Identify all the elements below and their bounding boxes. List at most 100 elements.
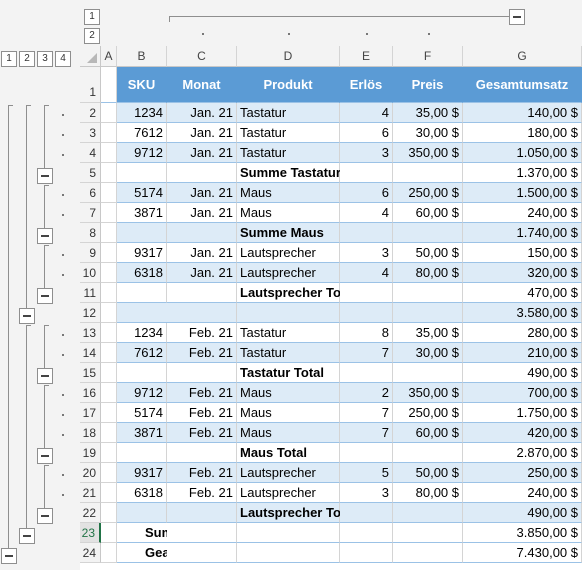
cell-produkt[interactable]: Maus [237, 183, 340, 203]
cell-a[interactable] [101, 323, 117, 343]
cell-produkt[interactable]: Lautsprecher [237, 243, 340, 263]
cell-subtotal-label[interactable]: Summe Maus [237, 223, 340, 243]
cell-erloes[interactable] [340, 443, 393, 463]
cell-monat[interactable] [167, 363, 237, 383]
row-collapse-button-5[interactable] [37, 168, 53, 184]
cell-erloes[interactable]: 7 [340, 403, 393, 423]
cell-preis[interactable]: 60,00 $ [393, 203, 463, 223]
cell-subtotal-value[interactable]: 1.740,00 $ [463, 223, 582, 243]
row-outline-level-4-button[interactable]: 4 [55, 51, 71, 67]
cell-total-label[interactable]: Summe Feb 21 [117, 523, 237, 543]
row-header-8[interactable]: 8 [80, 223, 101, 243]
cell-a[interactable] [101, 143, 117, 163]
cell-produkt[interactable]: Lautsprecher [237, 463, 340, 483]
cell-gesamt[interactable]: 180,00 $ [463, 123, 582, 143]
cell-sku[interactable] [117, 443, 167, 463]
cell-a[interactable] [101, 303, 117, 323]
col-collapse-button[interactable] [509, 9, 525, 25]
cell-monat[interactable]: Jan. 21 [167, 203, 237, 223]
cell-total-value[interactable]: 3.580,00 $ [463, 303, 582, 323]
cell-sku[interactable]: 6318 [117, 483, 167, 503]
cell-a[interactable] [101, 503, 117, 523]
cell-monat[interactable]: Feb. 21 [167, 403, 237, 423]
row-outline-level-3-button[interactable]: 3 [37, 51, 53, 67]
cell-erloes[interactable]: 6 [340, 123, 393, 143]
cell-a[interactable] [101, 403, 117, 423]
cell-erloes[interactable]: 4 [340, 103, 393, 123]
cell-sku[interactable]: 1234 [117, 103, 167, 123]
row-header-14[interactable]: 14 [80, 343, 101, 363]
column-header-c[interactable]: C [167, 46, 237, 67]
row-outline-level-2-button[interactable]: 2 [19, 51, 35, 67]
cell-preis[interactable]: 250,00 $ [393, 403, 463, 423]
row-header-17[interactable]: 17 [80, 403, 101, 423]
cell-total-label[interactable]: Geamtsumme [117, 543, 231, 563]
cell-erloes[interactable]: 4 [340, 203, 393, 223]
cell-gesamt[interactable]: 140,00 $ [463, 103, 582, 123]
cell-monat[interactable]: Jan. 21 [167, 263, 237, 283]
col-outline-level-1-button[interactable]: 1 [84, 9, 100, 25]
cell-produkt[interactable]: Maus [237, 203, 340, 223]
cell-sku[interactable]: 9317 [117, 463, 167, 483]
cell-produkt[interactable] [237, 523, 340, 543]
cell-sku[interactable]: 7612 [117, 123, 167, 143]
cell-gesamt[interactable]: 700,00 $ [463, 383, 582, 403]
cell-sku[interactable]: 5174 [117, 403, 167, 423]
row-header-15[interactable]: 15 [80, 363, 101, 383]
cell-a[interactable] [101, 383, 117, 403]
cell-produkt[interactable]: Maus [237, 403, 340, 423]
cell-subtotal-label[interactable]: Maus Total [237, 443, 340, 463]
cell-produkt[interactable]: Tastatur [237, 143, 340, 163]
cell-sku[interactable] [117, 283, 167, 303]
cell-monat[interactable] [167, 303, 237, 323]
row-header-18[interactable]: 18 [80, 423, 101, 443]
cell-sku[interactable]: 5174 [117, 183, 167, 203]
cell-sku[interactable] [117, 363, 167, 383]
row-header-24[interactable]: 24 [80, 543, 101, 563]
cell-erloes[interactable]: 4 [340, 263, 393, 283]
cell-total-label[interactable]: Summe Jan. 21 [117, 303, 262, 323]
cell-erloes[interactable] [340, 503, 393, 523]
cell-monat[interactable] [167, 523, 237, 543]
row-collapse-button-8[interactable] [37, 228, 53, 244]
cell-subtotal-value[interactable]: 490,00 $ [463, 503, 582, 523]
cell-erloes[interactable] [340, 363, 393, 383]
cell-sku[interactable]: 6318 [117, 263, 167, 283]
column-header-e[interactable]: E [340, 46, 393, 67]
cell-produkt[interactable]: Maus [237, 423, 340, 443]
row-header-1[interactable]: 1 [80, 67, 101, 103]
cell-a[interactable] [101, 483, 117, 503]
cell-preis[interactable]: 60,00 $ [393, 423, 463, 443]
header-erloes[interactable]: Erlös [340, 67, 393, 103]
cell-monat[interactable] [167, 503, 237, 523]
cell-produkt[interactable]: Maus [237, 383, 340, 403]
cell-monat[interactable]: Jan. 21 [167, 243, 237, 263]
row-header-4[interactable]: 4 [80, 143, 101, 163]
row-header-5[interactable]: 5 [80, 163, 101, 183]
row-header-3[interactable]: 3 [80, 123, 101, 143]
cell-subtotal-label[interactable]: Lautsprecher Total [237, 283, 356, 303]
col-outline-level-2-button[interactable]: 2 [84, 28, 100, 44]
cell-preis[interactable] [393, 543, 463, 563]
cell-preis[interactable]: 35,00 $ [393, 323, 463, 343]
row-header-7[interactable]: 7 [80, 203, 101, 223]
cell-erloes[interactable] [340, 543, 393, 563]
cell-sku[interactable]: 9712 [117, 383, 167, 403]
row-collapse-button-22[interactable] [37, 508, 53, 524]
row-collapse-button-24[interactable] [1, 548, 17, 564]
cell-produkt[interactable] [237, 543, 340, 563]
column-header-g[interactable]: G [463, 46, 582, 67]
cell-a[interactable] [101, 423, 117, 443]
cell-preis[interactable] [393, 503, 463, 523]
cell-preis[interactable] [393, 283, 463, 303]
cell-erloes[interactable]: 3 [340, 243, 393, 263]
cell-preis[interactable]: 35,00 $ [393, 103, 463, 123]
cell-monat[interactable]: Feb. 21 [167, 423, 237, 443]
cell-erloes[interactable]: 7 [340, 343, 393, 363]
row-header-2[interactable]: 2 [80, 103, 101, 123]
cell-subtotal-label[interactable]: Lautsprecher Total [237, 503, 356, 523]
cell-monat[interactable]: Feb. 21 [167, 323, 237, 343]
select-all-corner[interactable] [80, 46, 101, 67]
cell-preis[interactable] [393, 523, 463, 543]
row-header-10[interactable]: 10 [80, 263, 101, 283]
